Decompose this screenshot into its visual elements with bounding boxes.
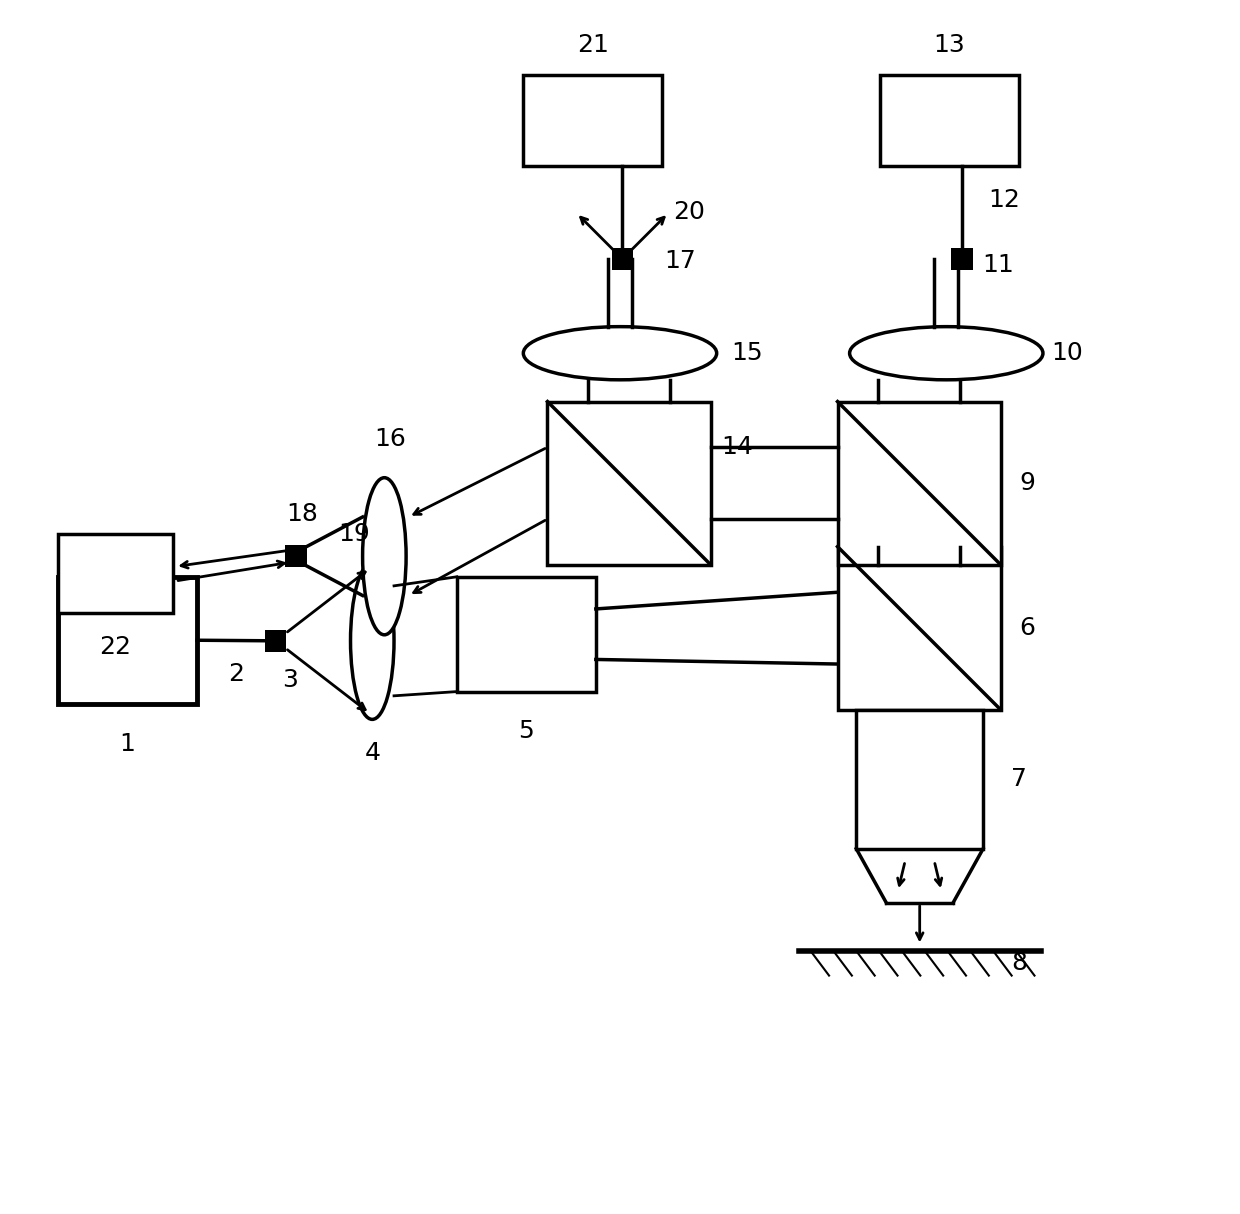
Ellipse shape [849, 327, 1043, 380]
Text: 6: 6 [1019, 617, 1035, 640]
Bar [857, 710, 983, 849]
Bar [456, 577, 596, 692]
Text: 11: 11 [982, 253, 1014, 277]
Text: 10: 10 [1052, 341, 1083, 365]
Bar [285, 545, 308, 567]
Text: 14: 14 [722, 436, 753, 459]
Text: 12: 12 [988, 188, 1021, 212]
Text: 18: 18 [286, 501, 319, 526]
Bar [880, 75, 1019, 166]
Ellipse shape [351, 562, 394, 720]
Text: 3: 3 [283, 668, 298, 692]
Ellipse shape [523, 327, 717, 380]
Bar [264, 630, 286, 652]
Bar [837, 402, 1001, 565]
Ellipse shape [362, 477, 407, 635]
Text: 22: 22 [99, 635, 131, 659]
Bar [58, 534, 172, 613]
Text: 21: 21 [577, 33, 609, 57]
Text: 4: 4 [365, 742, 381, 765]
Text: 20: 20 [673, 200, 704, 225]
Bar [951, 248, 973, 270]
Text: 16: 16 [374, 427, 407, 452]
Text: 7: 7 [1012, 767, 1027, 792]
Bar [837, 546, 1001, 710]
Text: 19: 19 [339, 522, 370, 546]
Text: 17: 17 [665, 249, 697, 273]
Text: 8: 8 [1012, 952, 1028, 976]
Text: 9: 9 [1019, 471, 1035, 495]
Bar [58, 577, 197, 704]
Text: 2: 2 [228, 662, 244, 686]
Text: 1: 1 [119, 732, 135, 755]
Text: 13: 13 [934, 33, 965, 57]
Bar [611, 248, 634, 270]
Text: 5: 5 [518, 720, 534, 743]
Bar [523, 75, 662, 166]
Text: 15: 15 [732, 341, 763, 365]
Bar [548, 402, 711, 565]
